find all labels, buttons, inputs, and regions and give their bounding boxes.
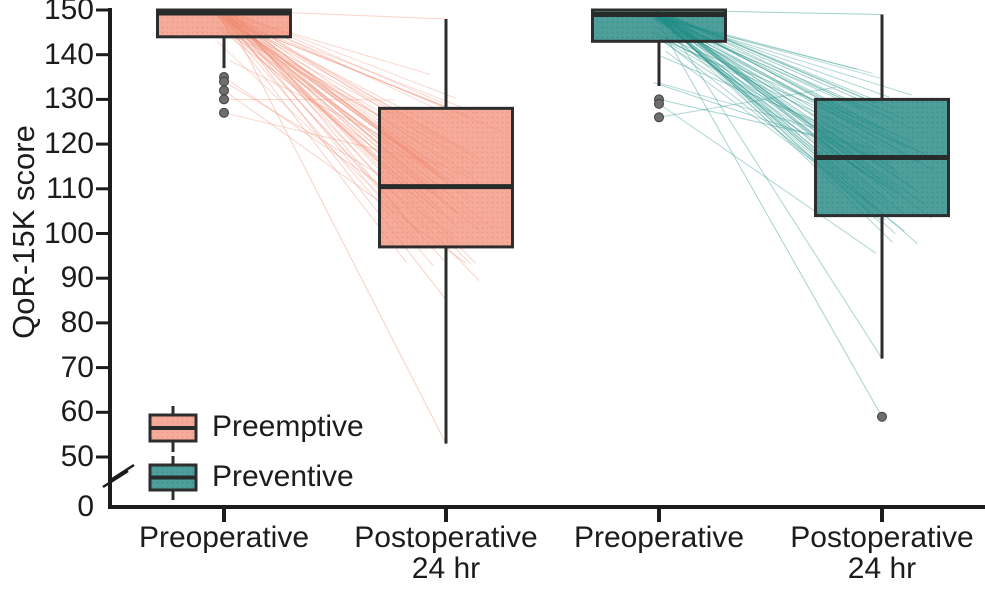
paired-lines-preemptive: [216, 9, 503, 444]
paired-lines-preventive: [651, 9, 934, 418]
outlier-dot-preemptive-preop: [219, 94, 229, 105]
box-border-preventive-preop: [591, 8, 727, 43]
axis-break-icon: [108, 463, 135, 483]
x-tick-label-line1: Postoperative: [354, 521, 538, 554]
y-axis-line: [108, 8, 112, 509]
y-tick-label: 110: [46, 171, 94, 205]
outlier-dot-preventive-postop: [877, 411, 887, 422]
x-tick-label-line1: Preoperative: [138, 521, 310, 554]
x-tick-label: Preoperative: [519, 522, 799, 553]
y-tick-label: 70: [60, 350, 94, 384]
x-tick-label-line2: 24 hr: [847, 552, 917, 585]
outlier-dot-preventive-preop: [654, 112, 664, 123]
x-axis-line: [108, 505, 985, 509]
box-border-preemptive-preop: [156, 8, 292, 39]
outlier-dot-preemptive-preop: [219, 76, 229, 87]
y-tick-label: 150: [43, 0, 94, 26]
legend-label-preemptive: Preemptive: [212, 410, 364, 443]
y-tick-label: 140: [43, 37, 94, 71]
legend-label-preventive: Preventive: [212, 460, 354, 493]
outlier-dot-preventive-preop: [654, 98, 664, 109]
x-tick-label: Postoperative 24 hr: [742, 522, 985, 584]
y-tick-label: 60: [60, 395, 94, 429]
box-border-preemptive-postop: [378, 106, 514, 249]
outlier-dot-preemptive-preop: [219, 107, 229, 118]
axis-break-icon: [102, 469, 129, 489]
box-fill-preemptive-postop: [379, 108, 513, 247]
y-tick-label: 100: [43, 216, 94, 250]
x-tick-label: Preoperative: [84, 522, 364, 553]
x-tick-label-line1: Preoperative: [573, 521, 745, 554]
outlier-dot-preemptive-preop: [219, 85, 229, 96]
y-tick-label: 50: [60, 440, 94, 473]
x-tick-label-line2: 24 hr: [411, 552, 481, 585]
y-tick-label: 0: [77, 490, 94, 523]
x-tick-label: Postoperative 24 hr: [306, 522, 586, 584]
y-tick-label: 120: [43, 127, 94, 161]
y-tick-label: 130: [43, 82, 94, 116]
y-tick-label: 80: [60, 305, 94, 339]
y-tick-label: 90: [60, 261, 94, 295]
x-tick-label-line1: Postoperative: [790, 521, 974, 554]
